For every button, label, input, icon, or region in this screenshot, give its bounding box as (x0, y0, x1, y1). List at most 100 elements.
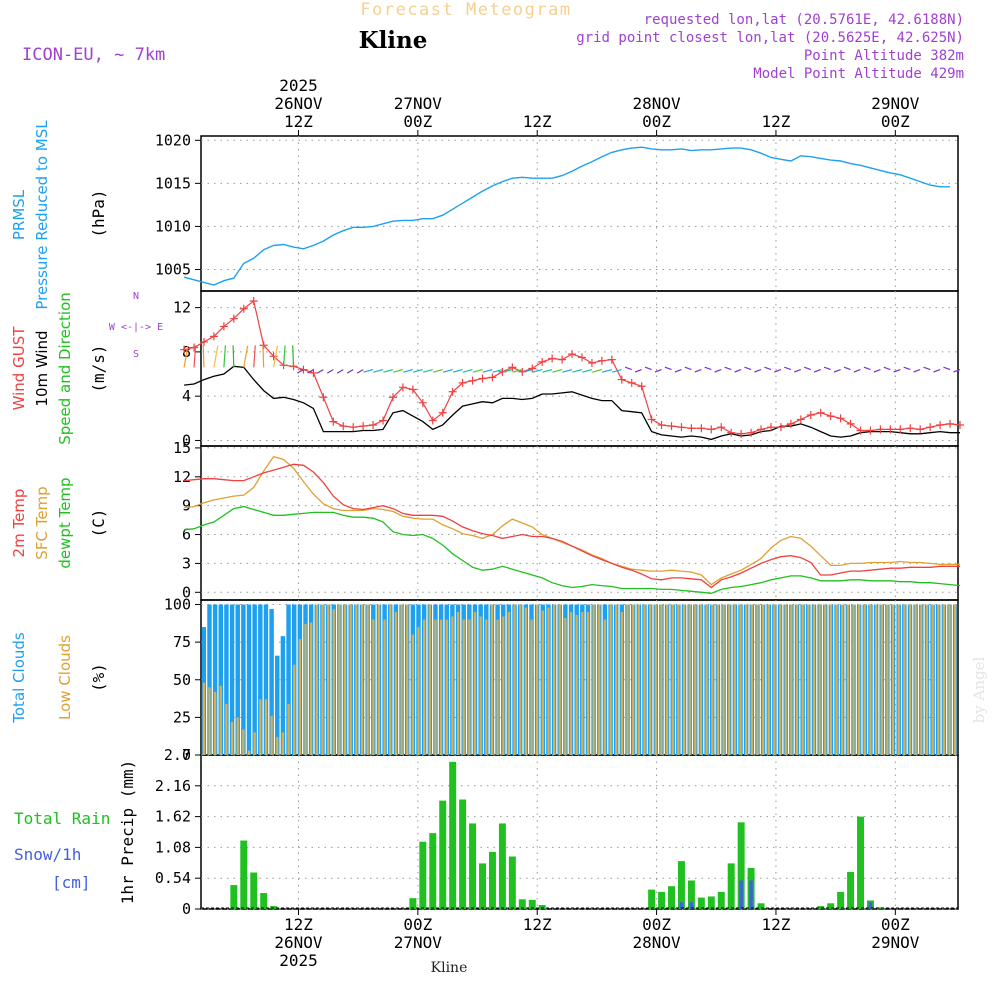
low-cloud-bar (728, 604, 731, 755)
forecast-title: Forecast Meteogram (360, 0, 571, 20)
sfc-temp-line (184, 455, 960, 586)
low-cloud-bar (846, 604, 849, 755)
low-cloud-bar (524, 607, 527, 755)
wind-direction-arrow (273, 345, 279, 368)
total-cloud-bar (258, 604, 263, 755)
low-cloud-bar (366, 604, 369, 755)
precip-ytick-label: 1.62 (155, 808, 191, 826)
temp-panel (195, 445, 959, 601)
low-cloud-bar (954, 604, 957, 755)
gust-marker (219, 322, 228, 331)
wind-series-label: Wind GUST (10, 326, 28, 411)
low-cloud-bar (468, 619, 471, 755)
wind-direction-arrow (262, 345, 265, 368)
low-cloud-bar (219, 685, 222, 755)
total-cloud-bar (246, 604, 252, 755)
low-cloud-bar (784, 604, 787, 755)
total-cloud-bar (280, 636, 286, 755)
wind-direction-arrow (336, 369, 344, 374)
bottom-time-label: 27NOV (394, 933, 443, 952)
low-cloud-bar (202, 682, 205, 755)
gust-marker (806, 411, 815, 419)
bottom-time-label: 12Z (762, 915, 791, 934)
low-cloud-bar (298, 639, 301, 755)
top-time-label: 2025 (279, 76, 318, 95)
gust-marker (319, 393, 328, 402)
temp-ytick-label: 12 (173, 468, 191, 486)
pressure-ytick-label: 1015 (155, 174, 191, 192)
wind-direction-arrow (611, 369, 622, 373)
total-cloud-bar (241, 604, 246, 755)
total-cloud-bar (235, 604, 240, 755)
low-cloud-bar (541, 610, 544, 755)
low-cloud-bar (547, 607, 550, 755)
gust-marker (796, 415, 805, 424)
wind-direction-arrow (602, 369, 612, 373)
low-cloud-bar (942, 604, 946, 755)
rain-bar (469, 823, 477, 909)
rain-bar (250, 872, 258, 909)
temp-series-label: SFC Temp (33, 486, 51, 559)
top-time-label: 29NOV (871, 94, 920, 113)
temp-series-label: 2m Temp (10, 489, 28, 558)
temp-ytick-label: 3 (182, 554, 191, 572)
low-cloud-bar (739, 604, 742, 755)
clouds-ytick-label: 75 (173, 633, 191, 651)
low-cloud-bar (315, 604, 318, 755)
low-cloud-bar (276, 736, 279, 755)
low-cloud-bar (242, 729, 245, 755)
gust-marker (408, 385, 417, 394)
low-cloud-bar (456, 612, 460, 755)
snow-bar (868, 902, 873, 909)
clouds-series-label: Total Clouds (10, 632, 28, 724)
wind10-line (184, 365, 960, 441)
low-cloud-bar (716, 604, 720, 755)
gust-marker (468, 376, 477, 385)
precip-ytick-label: 0.54 (155, 869, 191, 887)
wind-direction-arrow (582, 369, 593, 373)
compass-west-east: W <-|-> E (109, 322, 163, 333)
gust-marker (329, 417, 338, 426)
low-cloud-bar (829, 604, 833, 755)
watermark: by Angel (970, 656, 988, 723)
rain-bar (668, 886, 675, 909)
low-cloud-bar (920, 604, 923, 755)
wind-direction-arrow (292, 345, 295, 368)
low-cloud-bar (287, 703, 290, 755)
low-cloud-bar (383, 619, 386, 755)
top-time-label: 12Z (762, 112, 791, 131)
pressure-line (183, 146, 950, 286)
gust-marker (727, 428, 736, 437)
gust-marker (568, 350, 577, 359)
rain-bar (449, 761, 457, 909)
gust-marker (587, 358, 596, 367)
wind-direction-arrow (232, 345, 235, 368)
gust-marker (627, 378, 636, 387)
top-time-label: 00Z (403, 112, 432, 131)
low-cloud-bar (705, 604, 708, 755)
gust-marker (717, 423, 726, 432)
low-cloud-bar (869, 604, 872, 755)
gust-marker (766, 423, 775, 432)
rain-bar (677, 861, 685, 909)
low-cloud-bar (293, 664, 296, 755)
wind-direction-arrow (913, 369, 921, 373)
pressure-series-label: PRMSL (10, 189, 28, 240)
low-cloud-bar (632, 604, 635, 755)
wind-direction-arrow (794, 369, 802, 373)
low-cloud-bar (502, 616, 505, 755)
bottom-time-label: 2025 (279, 951, 318, 970)
low-cloud-bar (338, 604, 341, 755)
precip-snow-unit: [cm] (52, 873, 91, 892)
low-cloud-bar (581, 612, 584, 755)
wind-direction-arrow (183, 345, 189, 368)
pressure-frame (200, 135, 959, 292)
bottom-time-label: 00Z (642, 915, 671, 934)
low-cloud-bar (208, 687, 211, 755)
gust-marker (896, 425, 905, 434)
top-time-label: 27NOV (394, 94, 443, 113)
precip-panel (195, 754, 959, 910)
rain-bar (817, 906, 825, 909)
top-time-label: 00Z (642, 112, 671, 131)
